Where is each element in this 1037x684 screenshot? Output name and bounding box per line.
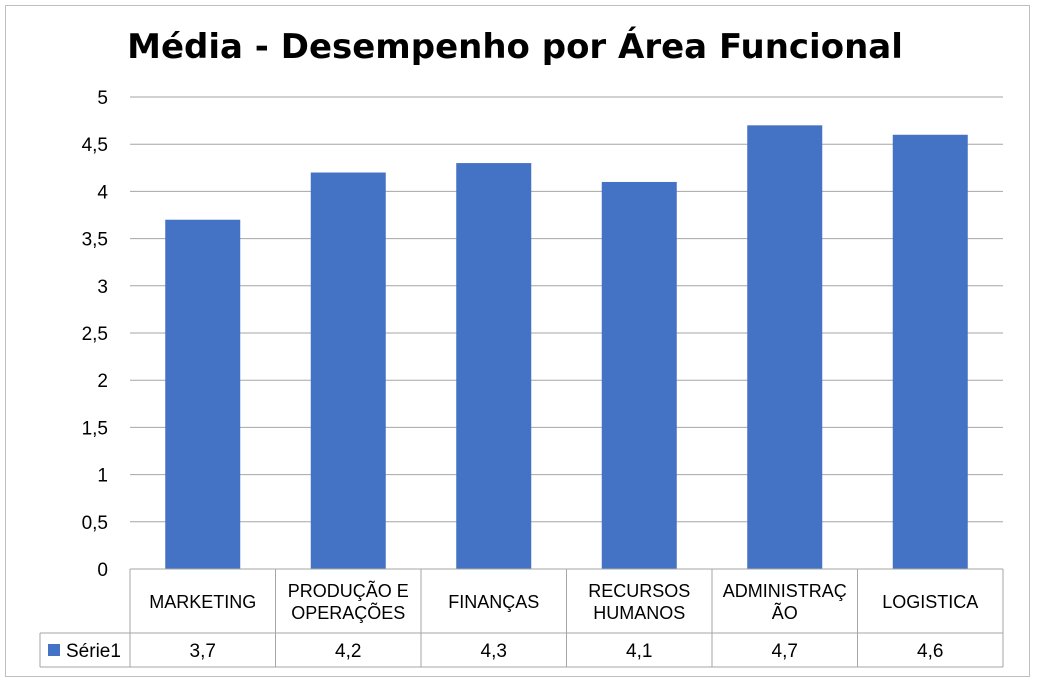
y-tick-label: 2,5 <box>82 324 108 345</box>
category-label-line: RECURSOS <box>588 581 690 601</box>
bar <box>165 219 241 569</box>
bars <box>165 125 968 569</box>
data-table-value: 4,6 <box>917 641 943 662</box>
y-axis-ticks: 0 0,5 1 1,5 2 2,5 3 3,5 4 4,5 5 <box>82 88 109 581</box>
category-label: LOGISTICA <box>882 592 978 612</box>
y-tick-label: 4 <box>97 182 108 203</box>
y-tick-label: 0 <box>97 560 108 581</box>
bar <box>456 163 532 569</box>
category-label-line: MARKETING <box>149 592 256 612</box>
category-label: RECURSOS HUMANOS <box>588 581 690 623</box>
data-table-value: 3,7 <box>190 641 216 662</box>
data-table-value: 4,1 <box>626 641 652 662</box>
data-table-value: 4,7 <box>772 641 798 662</box>
bar <box>601 181 677 569</box>
category-label-line: LOGISTICA <box>882 592 978 612</box>
y-tick-label: 3,5 <box>82 230 108 251</box>
category-label-line: HUMANOS <box>593 603 685 623</box>
category-label: MARKETING <box>149 592 256 612</box>
category-label-line: ÃO <box>772 602 798 623</box>
y-tick-label: 0,5 <box>82 513 108 534</box>
legend-key <box>48 644 60 656</box>
category-label-line: ADMINISTRAÇ <box>723 581 847 601</box>
y-tick-label: 3 <box>97 277 108 298</box>
bar <box>310 172 386 569</box>
category-label-line: PRODUÇÃO E <box>288 580 409 601</box>
y-tick-label: 5 <box>97 88 108 109</box>
legend-series-name: Série1 <box>66 641 121 662</box>
category-label: ADMINISTRAÇ ÃO <box>723 581 847 623</box>
category-label: FINANÇAS <box>448 592 539 612</box>
y-tick-label: 4,5 <box>82 135 108 156</box>
bar <box>747 125 823 569</box>
y-tick-label: 1,5 <box>82 418 108 439</box>
data-table: MARKETING PRODUÇÃO E OPERAÇÕES FINANÇAS RECU… <box>39 568 1004 668</box>
category-label-line: FINANÇAS <box>448 592 539 612</box>
category-label: PRODUÇÃO E OPERAÇÕES <box>288 580 409 623</box>
data-table-value: 4,2 <box>335 641 361 662</box>
data-table-value: 4,3 <box>481 641 507 662</box>
y-tick-label: 1 <box>97 466 108 487</box>
gridlines <box>130 96 1003 570</box>
chart-title: Média - Desempenho por Área Funcional <box>127 26 903 67</box>
bar <box>892 134 968 569</box>
y-tick-label: 2 <box>97 371 108 392</box>
category-label-line: OPERAÇÕES <box>291 602 405 623</box>
